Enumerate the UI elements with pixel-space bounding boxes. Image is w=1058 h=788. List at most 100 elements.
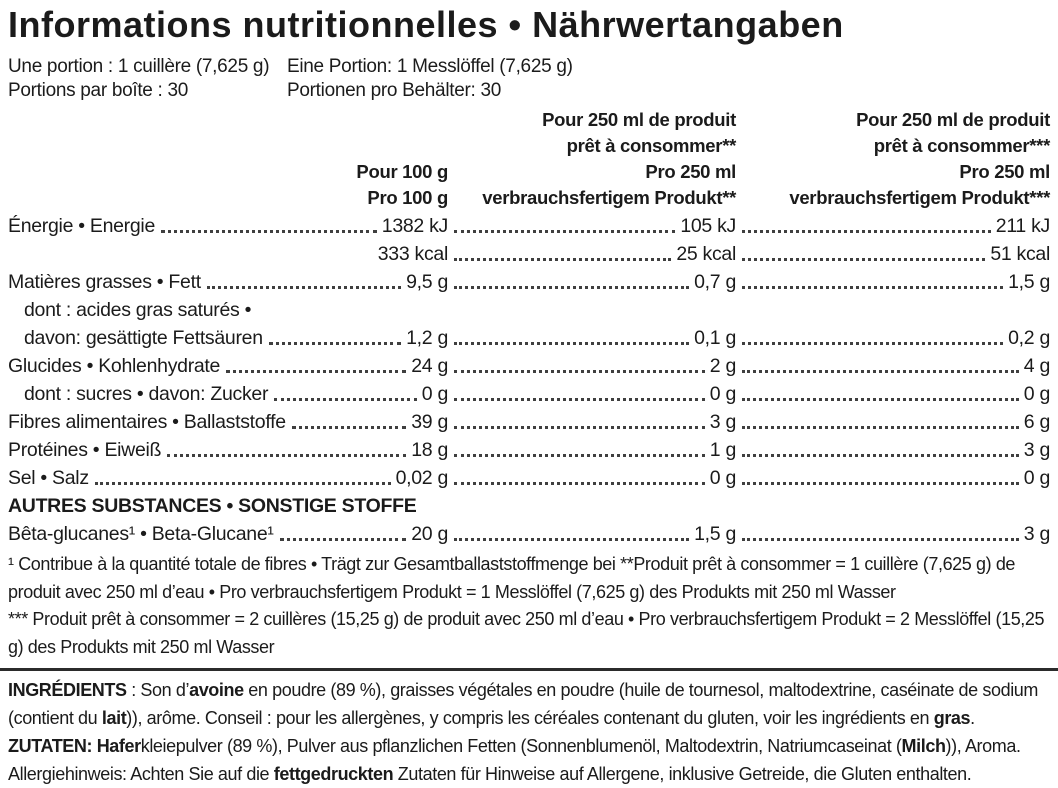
servings-per-container-fr: Portions par boîte : 30 bbox=[8, 80, 189, 101]
dot-leader bbox=[454, 258, 672, 261]
row-label: Sel • Salz bbox=[8, 467, 89, 489]
allergy-note: Allergiehinweis: Achten Sie auf die fett… bbox=[8, 760, 1050, 788]
dot-leader bbox=[226, 370, 407, 373]
table-row: Matières grasses • Fett 9,5 g 0,7 g 1,5 g bbox=[8, 267, 1050, 295]
table-cell: 105 kJ bbox=[448, 211, 736, 239]
table-cell: 211 kJ bbox=[736, 211, 1050, 239]
row-value: 4 g bbox=[1023, 355, 1051, 377]
text: en poudre (89 %), graisses végétales en … bbox=[8, 680, 1039, 728]
dot-leader bbox=[454, 426, 705, 429]
dot-leader bbox=[742, 482, 1019, 485]
dot-leader bbox=[454, 286, 690, 289]
table-cell: 1,5 g bbox=[448, 519, 736, 547]
ingredients-section: INGRÉDIENTS : Son d’avoine en poudre (89… bbox=[8, 676, 1050, 788]
dot-leader bbox=[206, 286, 402, 289]
row-value: 18 g bbox=[411, 439, 448, 461]
serving-info-fr: Une portion : 1 cuillère (7,625 g) Porti… bbox=[8, 55, 287, 103]
table-row: Sel • Salz 0,02 g 0 g 0 g bbox=[8, 463, 1050, 491]
ingredients-fr: INGRÉDIENTS : Son d’avoine en poudre (89… bbox=[8, 676, 1050, 732]
table-row: dont : acides gras saturés • bbox=[8, 295, 1050, 323]
dot-leader bbox=[454, 538, 690, 541]
row-value: 3 g bbox=[709, 411, 737, 433]
table-row: 333 kcal 25 kcal 51 kcal bbox=[8, 239, 1051, 267]
dot-leader bbox=[742, 426, 1019, 429]
dot-leader bbox=[454, 482, 705, 485]
row-value: 24 g bbox=[411, 355, 448, 377]
nutrition-table-rows: Énergie • Energie 1382 kJ 105 kJ 211 kJ 333 … bbox=[8, 211, 1050, 547]
table-row: Bêta-glucanes¹ • Beta-Glucane¹ 20 g 1,5 g 3… bbox=[8, 519, 1050, 547]
table-cell: Fibres alimentaires • Ballaststoffe 39 g bbox=[8, 407, 448, 435]
table-cell: Protéines • Eiweiß 18 g bbox=[8, 435, 448, 463]
table-row: davon: gesättigte Fettsäuren 1,2 g 0,1 g 0,… bbox=[8, 323, 1050, 351]
table-cell: AUTRES SUBSTANCES • SONSTIGE STOFFE bbox=[8, 491, 448, 519]
dot-leader bbox=[742, 398, 1019, 401]
row-value: 1,2 g bbox=[406, 327, 448, 349]
table-cell: 0 g bbox=[736, 463, 1050, 491]
servings-per-container-de: Portionen pro Behälter: 30 bbox=[287, 80, 502, 101]
table-cell: dont : sucres • davon: Zucker 0 g bbox=[8, 379, 448, 407]
text: kleiepulver (89 %), Pulver aus pflanzlic… bbox=[140, 736, 902, 756]
row-value: 1,5 g bbox=[694, 523, 736, 545]
table-cell: Glucides • Kohlenhydrate 24 g bbox=[8, 351, 448, 379]
table-cell: 2 g bbox=[448, 351, 736, 379]
table-cell: 51 kcal bbox=[736, 239, 1050, 267]
table-cell: Bêta-glucanes¹ • Beta-Glucane¹ 20 g bbox=[8, 519, 448, 547]
row-label: dont : sucres • davon: Zucker bbox=[24, 383, 269, 405]
bold-text: lait bbox=[101, 708, 127, 728]
table-cell: davon: gesättigte Fettsäuren 1,2 g bbox=[8, 323, 448, 351]
dot-leader bbox=[94, 482, 391, 485]
header-col-per-250ml-2: Pour 250 ml de produit prêt à consommer*… bbox=[789, 109, 1050, 208]
table-cell: 0 g bbox=[448, 463, 736, 491]
dot-leader bbox=[268, 342, 402, 345]
bold-text: Milch bbox=[901, 736, 946, 756]
table-row: dont : sucres • davon: Zucker 0 g 0 g 0 g bbox=[8, 379, 1050, 407]
row-label: Matières grasses • Fett bbox=[8, 271, 201, 293]
table-row: Fibres alimentaires • Ballaststoffe 39 g 3… bbox=[8, 407, 1050, 435]
table-cell: 0,2 g bbox=[736, 323, 1050, 351]
table-cell: 1 g bbox=[448, 435, 736, 463]
dot-leader bbox=[454, 230, 676, 233]
header-col-per-250ml-1: Pour 250 ml de produit prêt à consommer*… bbox=[482, 109, 736, 208]
row-value: 0 g bbox=[709, 467, 737, 489]
table-cell: Matières grasses • Fett 9,5 g bbox=[8, 267, 448, 295]
row-value: 0 g bbox=[421, 383, 449, 405]
serving-size-de: Eine Portion: 1 Messlöffel (7,625 g) bbox=[287, 56, 573, 77]
table-cell: 0,7 g bbox=[448, 267, 736, 295]
bold-text: gras bbox=[933, 708, 971, 728]
bold-text: ZUTATEN: Hafer bbox=[8, 736, 141, 756]
text: )), Aroma. bbox=[945, 736, 1021, 756]
text: )), arôme. Conseil : pour les allergènes… bbox=[126, 708, 934, 728]
serving-info-de: Eine Portion: 1 Messlöffel (7,625 g) Por… bbox=[287, 55, 573, 103]
dot-leader bbox=[279, 538, 407, 541]
table-cell bbox=[736, 491, 1050, 519]
dot-leader bbox=[742, 286, 1004, 289]
dot-leader bbox=[454, 398, 705, 401]
row-value: 0,7 g bbox=[694, 271, 736, 293]
row-label: Énergie • Energie bbox=[8, 215, 155, 237]
row-value: 1,5 g bbox=[1008, 271, 1050, 293]
table-section-row: AUTRES SUBSTANCES • SONSTIGE STOFFE bbox=[8, 491, 1050, 519]
row-value: 1382 kJ bbox=[381, 215, 449, 237]
row-value: 105 kJ bbox=[680, 215, 736, 237]
table-cell: 3 g bbox=[736, 435, 1050, 463]
dot-leader bbox=[454, 454, 705, 457]
footnotes: ¹ Contribue à la quantité totale de fibr… bbox=[8, 551, 1050, 661]
table-cell: 25 kcal bbox=[448, 239, 736, 267]
bold-text: fettgedruckten bbox=[273, 764, 394, 784]
table-cell: 4 g bbox=[736, 351, 1050, 379]
dot-leader bbox=[454, 370, 705, 373]
row-label: Protéines • Eiweiß bbox=[8, 439, 162, 461]
dot-leader bbox=[742, 370, 1019, 373]
row-label: Bêta-glucanes¹ • Beta-Glucane¹ bbox=[8, 523, 274, 545]
table-cell: 3 g bbox=[736, 519, 1050, 547]
dot-leader bbox=[742, 454, 1019, 457]
dot-leader bbox=[167, 454, 407, 457]
page-title: Informations nutritionnelles • Nährwerta… bbox=[8, 4, 844, 45]
table-cell bbox=[736, 295, 1050, 323]
row-value: 2 g bbox=[709, 355, 737, 377]
dot-leader bbox=[161, 230, 377, 233]
text: . bbox=[970, 708, 975, 728]
table-cell: 0 g bbox=[736, 379, 1050, 407]
row-label: Fibres alimentaires • Ballaststoffe bbox=[8, 411, 286, 433]
